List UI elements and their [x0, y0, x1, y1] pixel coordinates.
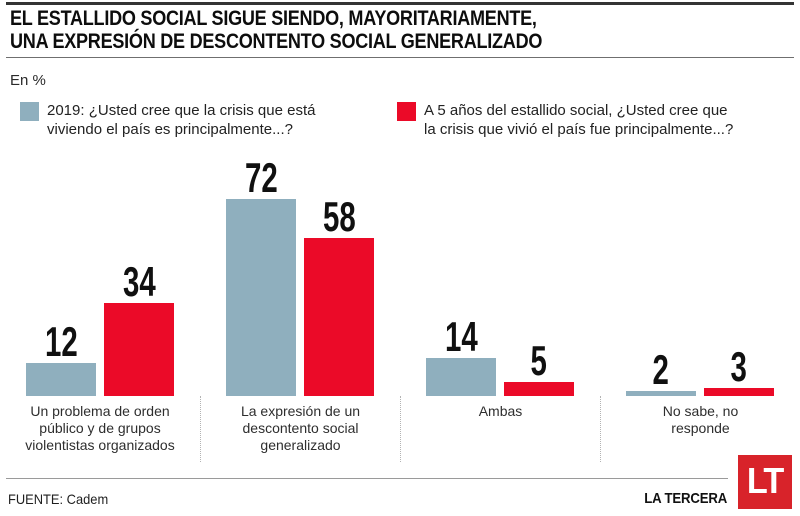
bar-pair: 72 58: [200, 154, 400, 396]
legend-label-5years: A 5 años del estallido social, ¿Usted cr…: [424, 102, 734, 138]
bar-column-2019: 72: [226, 154, 296, 396]
bar-group-no-sabe: 2 3 No sabe, no responde: [600, 160, 800, 462]
category-label-no-sabe: No sabe, no responde: [600, 396, 800, 462]
top-rule: [6, 2, 794, 5]
bar-2019: [226, 199, 296, 396]
bar-5years: [304, 238, 374, 396]
legend-swatch-2019: [20, 102, 39, 121]
bar-value-2019: 72: [244, 154, 278, 202]
bar-5years: [104, 303, 174, 396]
bar-column-2019: 12: [26, 318, 96, 396]
bar-column-2019: 2: [626, 346, 696, 396]
legend-swatch-5years: [397, 102, 416, 121]
bar-pair: 2 3: [600, 160, 800, 396]
logo-text: LT: [747, 460, 784, 501]
bar-column-5years: 58: [304, 193, 374, 396]
bar-pair: 12 34: [0, 160, 200, 396]
source-label: FUENTE: Cadem: [8, 491, 109, 507]
bar-5years: [504, 382, 574, 396]
bar-value-5years: 5: [530, 337, 548, 385]
bar-column-5years: 5: [504, 337, 574, 396]
category-label-descontento: La expresión de un descontento social ge…: [200, 396, 400, 462]
bar-value-5years: 34: [122, 258, 156, 306]
bar-chart: 12 34 Un problema de orden público y de …: [0, 154, 800, 462]
bar-value-2019: 14: [444, 313, 478, 361]
bar-pair: 14 5: [400, 160, 600, 396]
la-tercera-logo: LT: [738, 455, 792, 509]
credit-label: LA TERCERA: [644, 490, 727, 507]
bar-value-5years: 58: [322, 193, 356, 241]
legend-label-2019: 2019: ¿Usted cree que la crisis que está…: [47, 102, 316, 138]
bar-2019: [626, 391, 696, 396]
legend-item-2019: 2019: ¿Usted cree que la crisis que está…: [20, 101, 315, 139]
legend-item-5years: A 5 años del estallido social, ¿Usted cr…: [397, 101, 733, 139]
category-label-ambas: Ambas: [400, 396, 600, 462]
footer-divider: [6, 478, 728, 479]
chart-title: EL ESTALLIDO SOCIAL SIGUE SIENDO, MAYORI…: [10, 7, 543, 53]
title-divider: [6, 57, 794, 58]
bar-column-5years: 34: [104, 258, 174, 396]
bar-value-2019: 12: [44, 318, 78, 366]
bar-2019: [26, 363, 96, 396]
bar-5years: [704, 388, 774, 396]
bar-2019: [426, 358, 496, 396]
bar-value-2019: 2: [652, 346, 670, 394]
bar-group-ambas: 14 5 Ambas: [400, 160, 600, 462]
bar-group-orden-publico: 12 34 Un problema de orden público y de …: [0, 160, 200, 462]
unit-label: En %: [10, 72, 46, 89]
bar-value-5years: 3: [730, 343, 748, 391]
bar-group-descontento: 72 58 La expresión de un descontento soc…: [200, 154, 400, 462]
bar-column-2019: 14: [426, 313, 496, 396]
category-label-orden-publico: Un problema de orden público y de grupos…: [25, 403, 175, 453]
bar-column-5years: 3: [704, 343, 774, 396]
